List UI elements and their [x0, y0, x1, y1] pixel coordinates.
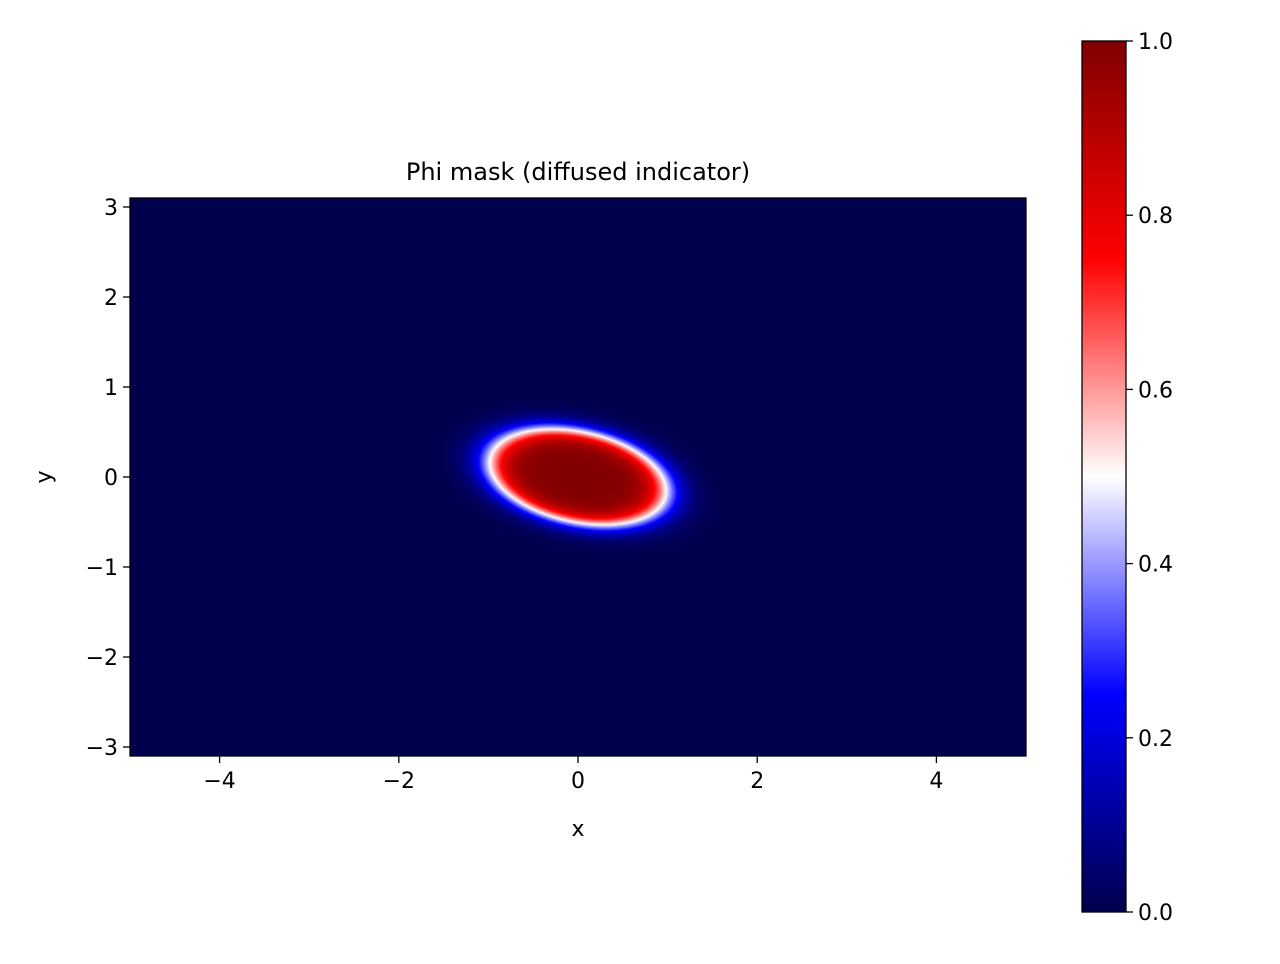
- y-tick-label: 3: [104, 196, 118, 221]
- x-tick-label: −4: [203, 769, 235, 794]
- heatmap-image: [130, 198, 1026, 756]
- x-tick-label: −2: [383, 769, 415, 794]
- colorbar-tick-label: 0.8: [1138, 204, 1173, 229]
- y-tick-label: −1: [86, 556, 118, 581]
- y-tick-label: 0: [104, 466, 118, 491]
- colorbar: [1081, 40, 1127, 913]
- x-tick-label: 2: [750, 769, 764, 794]
- x-tick-label: 4: [929, 769, 943, 794]
- y-tick-label: 1: [104, 376, 118, 401]
- colorbar-tick-label: 0.6: [1138, 378, 1173, 403]
- colorbar-ticks: 0.0 0.2 0.4 0.6 0.8 1.0: [1126, 30, 1173, 926]
- chart-title: Phi mask (diffused indicator): [406, 158, 750, 186]
- x-axis-label: x: [571, 817, 584, 842]
- y-tick-label: −2: [86, 646, 118, 671]
- colorbar-tick-label: 0.0: [1138, 901, 1173, 926]
- heatmap-image-frame: [130, 198, 1026, 756]
- y-axis-ticks: −3 −2 −1 0 1 2 3: [86, 196, 130, 761]
- colorbar-tick-label: 1.0: [1138, 30, 1173, 55]
- y-tick-label: −3: [86, 736, 118, 761]
- x-axis-ticks: −4 −2 0 2 4: [203, 756, 943, 794]
- y-tick-label: 2: [104, 286, 118, 311]
- x-tick-label: 0: [571, 769, 585, 794]
- colorbar-tick-label: 0.4: [1138, 553, 1173, 578]
- colorbar-tick-label: 0.2: [1138, 727, 1173, 752]
- y-axis-label: y: [32, 470, 57, 483]
